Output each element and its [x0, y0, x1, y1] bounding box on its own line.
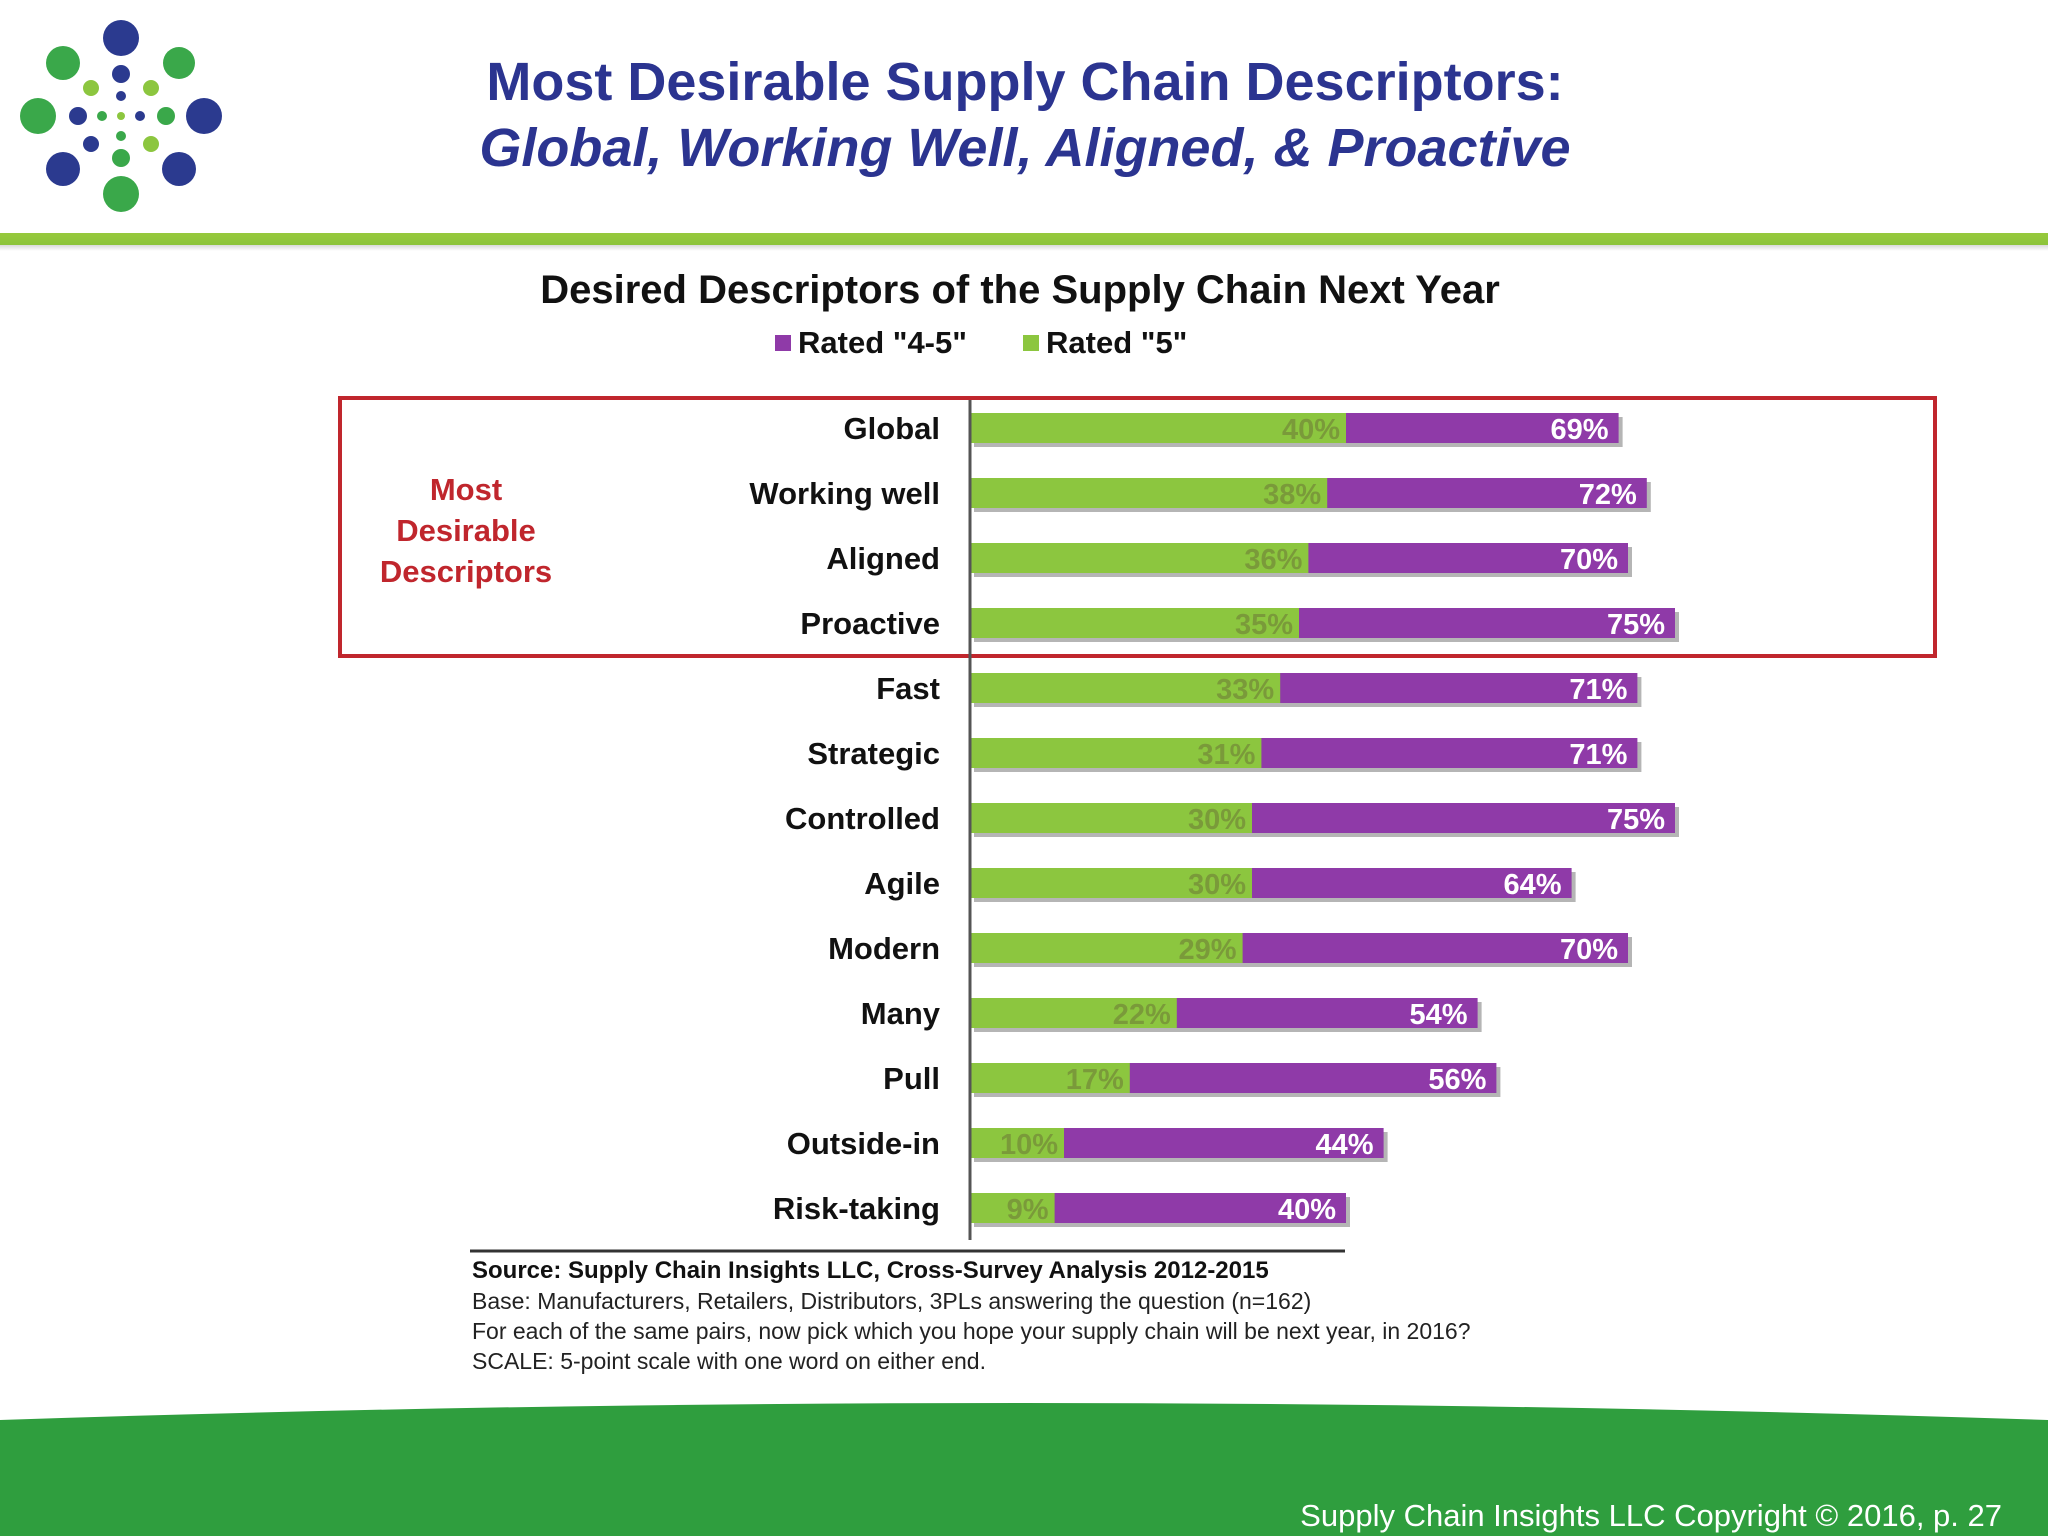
logo-dot	[20, 98, 56, 134]
data-label-rated-4-5: 70%	[1560, 544, 1618, 576]
page-title: Most Desirable Supply Chain Descriptors:	[486, 52, 1564, 112]
company-logo	[20, 20, 222, 212]
category-label: Proactive	[800, 606, 940, 641]
data-label-rated-5: 30%	[1188, 869, 1246, 901]
data-label-rated-4-5: 44%	[1316, 1129, 1374, 1161]
data-label-rated-5: 36%	[1244, 544, 1302, 576]
chart-title: Desired Descriptors of the Supply Chain …	[540, 268, 1500, 312]
category-label: Modern	[828, 931, 940, 966]
bar-rated-5	[970, 1063, 1130, 1093]
logo-dot	[103, 20, 139, 56]
category-label: Risk-taking	[773, 1191, 940, 1226]
bar-rated-5	[970, 868, 1252, 898]
legend-swatch-rated-4-5	[775, 335, 791, 351]
highlight-box	[338, 396, 1937, 658]
data-label-rated-4-5: 75%	[1607, 609, 1665, 641]
bar-rated-5	[970, 608, 1299, 638]
page-subtitle: Global, Working Well, Aligned, & Proacti…	[479, 118, 1571, 178]
scale-note: SCALE: 5-point scale with one word on ei…	[472, 1348, 986, 1374]
category-label: Agile	[864, 866, 940, 901]
bar-rated-5	[970, 803, 1252, 833]
category-label: Outside-in	[787, 1126, 940, 1161]
logo-dot	[157, 107, 175, 125]
category-label: Working well	[749, 476, 940, 511]
logo-dot	[186, 98, 222, 134]
bar-chart: Desired Descriptors of the Supply Chain …	[338, 268, 1937, 1253]
bar-rated-5	[970, 998, 1177, 1028]
data-label-rated-5: 29%	[1179, 934, 1237, 966]
legend-swatch-rated-5	[1023, 335, 1039, 351]
highlight-label-line-3: Descriptors	[380, 554, 552, 589]
logo-dot	[143, 136, 159, 152]
logo-dot	[97, 111, 107, 121]
source-note: Source: Supply Chain Insights LLC, Cross…	[472, 1257, 1269, 1284]
category-label: Controlled	[785, 801, 940, 836]
data-label-rated-4-5: 75%	[1607, 804, 1665, 836]
data-label-rated-5: 30%	[1188, 804, 1246, 836]
bar-rated-5	[970, 543, 1309, 573]
data-label-rated-5: 31%	[1197, 739, 1255, 771]
footer-band	[0, 1403, 2048, 1536]
data-label-rated-4-5: 72%	[1579, 479, 1637, 511]
data-label-rated-5: 40%	[1282, 414, 1340, 446]
logo-dot	[46, 152, 80, 186]
data-label-rated-4-5: 54%	[1410, 999, 1468, 1031]
category-label: Fast	[876, 671, 940, 706]
data-label-rated-5: 35%	[1235, 609, 1293, 641]
category-label: Global	[844, 411, 940, 446]
logo-dot	[83, 136, 99, 152]
logo-dot	[135, 111, 145, 121]
data-label-rated-5: 33%	[1216, 674, 1274, 706]
category-label: Pull	[883, 1061, 940, 1096]
bar-rated-5	[970, 933, 1243, 963]
category-label: Strategic	[807, 736, 940, 771]
bar-rated-5	[970, 478, 1328, 508]
logo-dot	[112, 149, 130, 167]
header-divider	[0, 233, 2048, 245]
data-label-rated-4-5: 69%	[1551, 414, 1609, 446]
logo-dot	[117, 112, 125, 120]
bar-rated-5	[970, 1193, 1055, 1223]
data-label-rated-4-5: 56%	[1428, 1064, 1486, 1096]
bar-rated-5	[970, 673, 1281, 703]
logo-dot	[103, 176, 139, 212]
legend-label-rated-5: Rated "5"	[1046, 325, 1187, 360]
bar-rated-5	[970, 413, 1346, 443]
category-label: Aligned	[826, 541, 940, 576]
data-label-rated-5: 17%	[1066, 1064, 1124, 1096]
question-note: For each of the same pairs, now pick whi…	[472, 1318, 1471, 1344]
base-note: Base: Manufacturers, Retailers, Distribu…	[472, 1288, 1312, 1314]
logo-dot	[143, 80, 159, 96]
data-label-rated-5: 10%	[1000, 1129, 1058, 1161]
data-label-rated-4-5: 71%	[1569, 674, 1627, 706]
legend-label-rated-4-5: Rated "4-5"	[798, 325, 967, 360]
logo-dot	[162, 152, 196, 186]
logo-dot	[116, 91, 126, 101]
data-label-rated-5: 22%	[1113, 999, 1171, 1031]
logo-dot	[163, 47, 195, 79]
category-label: Many	[861, 996, 941, 1031]
highlight-label-line-1: Most	[430, 472, 502, 507]
data-label-rated-4-5: 71%	[1569, 739, 1627, 771]
data-label-rated-4-5: 70%	[1560, 934, 1618, 966]
logo-dot	[83, 80, 99, 96]
bar-rated-5	[970, 738, 1262, 768]
logo-dot	[112, 65, 130, 83]
logo-dot	[46, 46, 80, 80]
chart-notes: Source: Supply Chain Insights LLC, Cross…	[472, 1256, 1722, 1376]
data-label-rated-4-5: 64%	[1504, 869, 1562, 901]
logo-dot	[69, 107, 87, 125]
copyright-text: Supply Chain Insights LLC Copyright © 20…	[1300, 1498, 2002, 1533]
data-label-rated-4-5: 40%	[1278, 1194, 1336, 1226]
highlight-label-line-2: Desirable	[396, 513, 536, 548]
bar-rated-5	[970, 1128, 1064, 1158]
data-label-rated-5: 9%	[1007, 1194, 1049, 1226]
header-divider-shadow	[0, 245, 2048, 251]
logo-dot	[116, 131, 126, 141]
data-label-rated-5: 38%	[1263, 479, 1321, 511]
